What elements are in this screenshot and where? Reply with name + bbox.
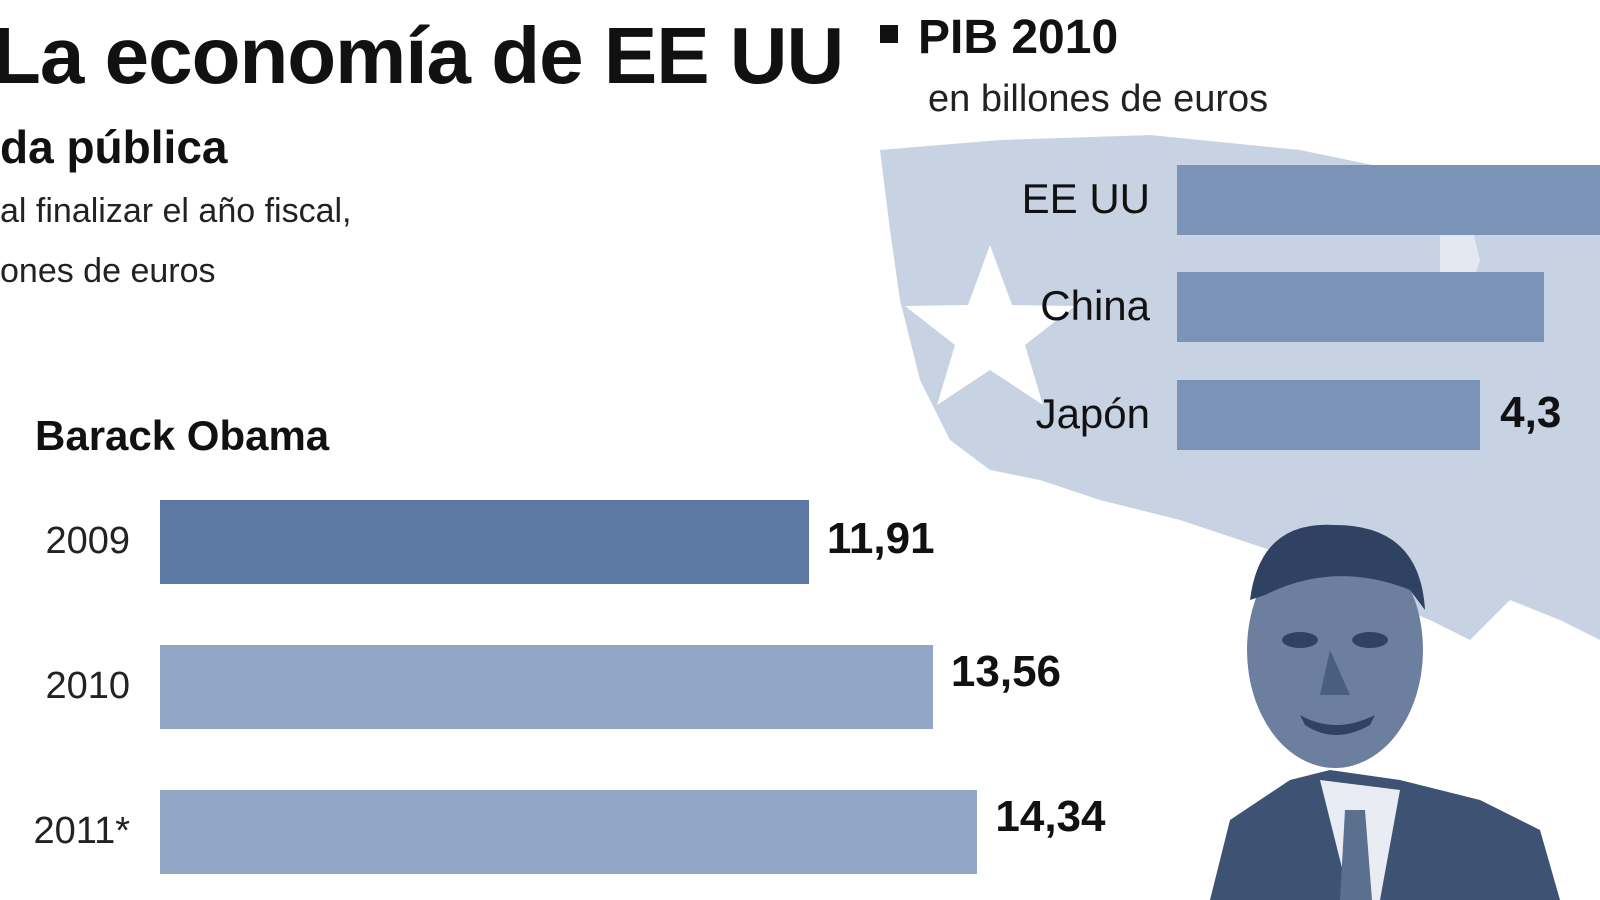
country-label: EE UU	[1021, 175, 1150, 222]
gdp-value-label: 4,3	[1500, 388, 1562, 437]
debt-bar-2010	[160, 645, 933, 729]
country-label: Japón	[1035, 390, 1150, 437]
gdp-bar-1	[1177, 272, 1544, 342]
debt-description-2: ones de euros	[0, 252, 216, 290]
country-label: China	[1040, 282, 1150, 329]
debt-value-label: 11,91	[826, 514, 935, 563]
debt-value-label: 13,56	[950, 647, 1062, 696]
debt-bar-2009	[160, 500, 809, 584]
gdp-title: PIB 2010	[880, 10, 1118, 65]
debt-description-1: al finalizar el año fiscal,	[0, 192, 352, 230]
year-label: 2011*	[33, 810, 130, 852]
year-label: 2010	[45, 665, 130, 707]
group-label: Barack Obama	[35, 412, 330, 459]
gdp-title-text: PIB 2010	[918, 11, 1119, 64]
debt-title: da pública	[0, 121, 228, 173]
gdp-bar-2	[1177, 380, 1481, 450]
star-icon	[905, 245, 1075, 405]
year-label: 2009	[45, 520, 130, 562]
square-bullet-icon	[880, 25, 898, 44]
gdp-subtitle: en billones de euros	[928, 78, 1269, 120]
debt-value-label: 14,34	[995, 792, 1106, 841]
gdp-bar-0	[1177, 165, 1600, 235]
debt-bar-2011	[160, 790, 978, 874]
page-title: La economía de EE UU	[0, 11, 844, 100]
obama-portrait	[1210, 524, 1560, 900]
